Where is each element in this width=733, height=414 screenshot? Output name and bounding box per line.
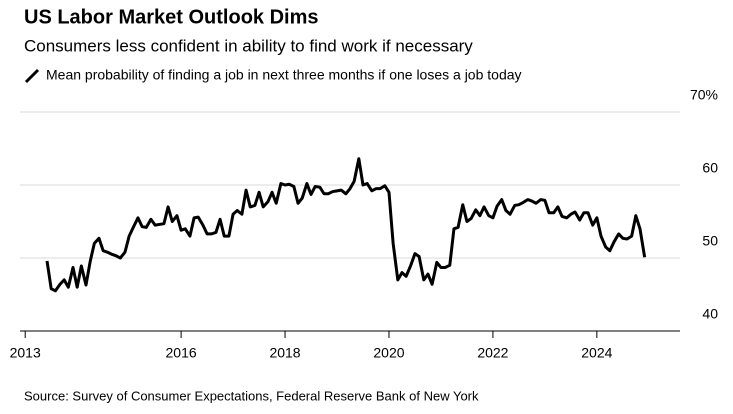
x-tick-label: 2016 bbox=[166, 345, 197, 361]
y-tick-label: 40 bbox=[702, 306, 718, 322]
legend-label: Mean probability of finding a job in nex… bbox=[46, 67, 522, 83]
legend-swatch bbox=[24, 68, 40, 84]
source: Source: Survey of Consumer Expectations,… bbox=[24, 388, 479, 403]
x-tick-label: 2022 bbox=[477, 345, 508, 361]
x-tick-label: 2024 bbox=[581, 345, 612, 361]
x-tick-label: 2020 bbox=[373, 345, 404, 361]
chart-title: US Labor Market Outlook Dims bbox=[24, 6, 319, 28]
y-tick-label: 50 bbox=[702, 233, 718, 249]
x-tick-label: 2013 bbox=[10, 345, 41, 361]
data-line bbox=[45, 157, 647, 293]
y-tick-label: 70% bbox=[690, 87, 718, 103]
y-tick-label: 60 bbox=[702, 160, 718, 176]
x-tick-label: 2018 bbox=[269, 345, 300, 361]
chart-subtitle: Consumers less confident in ability to f… bbox=[24, 36, 473, 55]
